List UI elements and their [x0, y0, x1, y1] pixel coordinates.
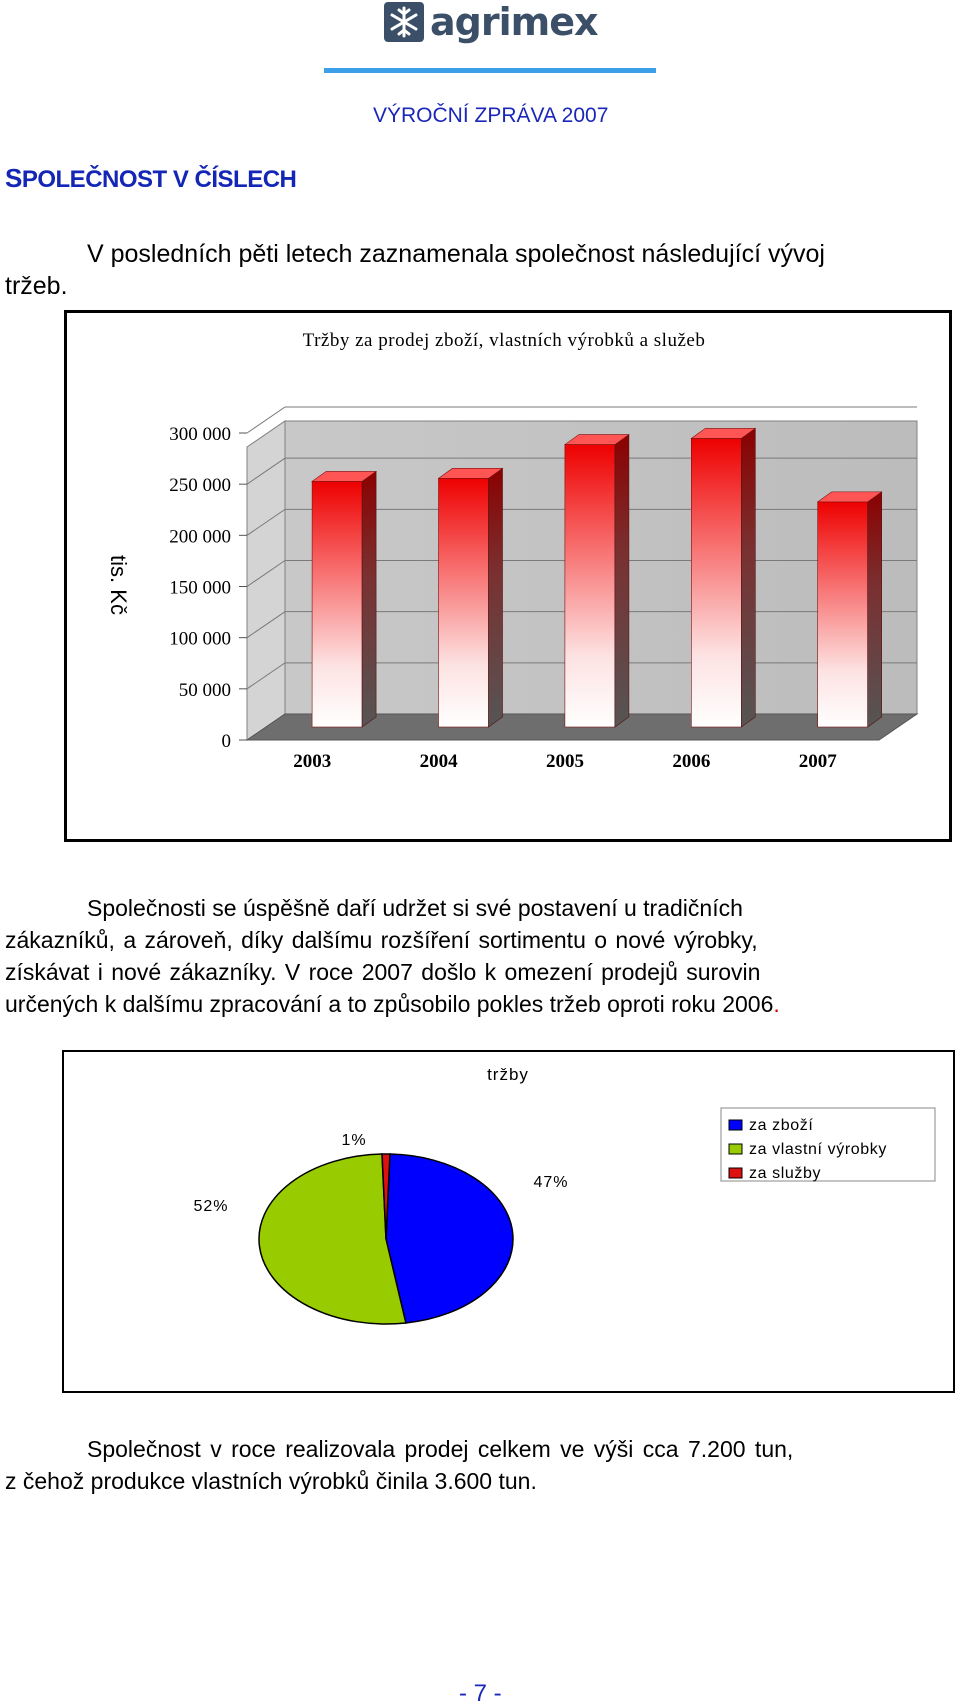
y-tick-label: 300 000 — [169, 424, 231, 445]
section-heading: SPOLEČNOST V ČÍSLECH — [5, 163, 297, 193]
x-tick-label: 2003 — [293, 751, 331, 772]
x-tick-label: 2005 — [546, 751, 584, 772]
y-axis-label: tis. Kč — [106, 555, 131, 615]
y-tick-label: 150 000 — [169, 578, 231, 599]
legend-swatch — [728, 1143, 743, 1155]
snowflake-icon — [384, 2, 424, 42]
legend-label: za služby — [749, 1165, 821, 1182]
pie-label: 47% — [533, 1174, 568, 1191]
bar-top-2005 — [563, 434, 630, 445]
bar-2007 — [817, 501, 869, 728]
bar-2006 — [690, 438, 742, 728]
agrimex-logo: agrimex — [384, 0, 598, 44]
logo-text: agrimex — [430, 0, 598, 44]
bar-side-2005 — [614, 433, 630, 728]
report-title: VÝROČNÍ ZPRÁVA 2007 — [373, 104, 609, 127]
pie-slice-1 — [385, 1153, 514, 1324]
y-tick-label: 250 000 — [169, 475, 231, 496]
y-tick-label: 200 000 — [169, 526, 231, 547]
pie-chart-svg: tržby 47% 52% 1% za zboží za vlastní výrobk… — [193, 1065, 936, 1325]
bar-side-2004 — [488, 467, 503, 728]
intro-line-1: V posledních pěti letech zaznamenala spo… — [87, 240, 825, 268]
header-divider — [324, 68, 656, 73]
y-tick-label: 50 000 — [179, 680, 231, 701]
intro-line-2: tržeb. — [5, 272, 68, 300]
bar-top-2003 — [311, 471, 378, 482]
para2-line-3: získávat i nové zákazníky. V roce 2007 d… — [5, 959, 761, 985]
para2-line-2: zákazníků, a zároveň, díky dalšímu rozší… — [5, 927, 758, 953]
para2-line-1: Společnosti se úspěšně daří udržet si sv… — [87, 895, 743, 921]
body-paragraph-3: Společnost v roce realizovala prodej cel… — [5, 1433, 960, 1497]
pie-label: 52% — [193, 1198, 228, 1215]
legend-label: za vlastní výrobky — [749, 1141, 887, 1158]
revenue-bar-chart: Tržby za prodej zboží, vlastních výrobků… — [64, 310, 952, 842]
page-number: - 7 - — [459, 1680, 502, 1707]
pie-legend-box — [720, 1107, 936, 1182]
para3-line-1: Společnost v roce realizovala prodej cel… — [87, 1436, 794, 1462]
y-tick-label: 0 — [222, 731, 232, 752]
pie-chart-title: tržby — [487, 1065, 529, 1084]
bar-2005 — [564, 444, 616, 728]
revenue-pie-chart: tržby 47% 52% 1% za zboží za vlastní výrobk… — [62, 1050, 955, 1393]
bar-chart-svg: Tržby za prodej zboží, vlastních výrobků… — [106, 330, 919, 772]
chart-side-wall — [246, 420, 286, 741]
legend-label: za zboží — [749, 1117, 813, 1134]
body-paragraph-2: Společnosti se úspěšně daří udržet si sv… — [5, 892, 960, 1020]
bar-2003 — [311, 481, 363, 728]
x-tick-label: 2007 — [799, 751, 838, 772]
bar-side-2003 — [361, 470, 377, 728]
bar-top-2006 — [690, 428, 757, 439]
x-tick-label: 2004 — [420, 751, 459, 772]
intro-paragraph: V posledních pěti letech zaznamenala spo… — [5, 238, 905, 302]
y-tick-label: 100 000 — [169, 629, 231, 650]
para2-line-4: určených k dalšímu zpracování a to způso… — [5, 991, 780, 1017]
bar-top-2007 — [816, 491, 883, 503]
bar-side-2006 — [740, 427, 756, 728]
bar-2004 — [438, 478, 489, 728]
bar-side-2007 — [867, 491, 883, 728]
para3-line-2: z čehož produkce vlastních výrobků činil… — [5, 1468, 537, 1494]
legend-swatch — [728, 1167, 743, 1179]
legend-swatch — [728, 1119, 743, 1131]
pie-slice-2 — [258, 1153, 407, 1325]
pie-label: 1% — [341, 1132, 366, 1149]
bar-chart-title: Tržby za prodej zboží, vlastních výrobků… — [303, 330, 706, 351]
x-tick-label: 2006 — [672, 751, 710, 772]
bar-top-2004 — [437, 468, 504, 479]
y-gridline — [246, 406, 917, 434]
pie-slice-3 — [381, 1153, 391, 1240]
